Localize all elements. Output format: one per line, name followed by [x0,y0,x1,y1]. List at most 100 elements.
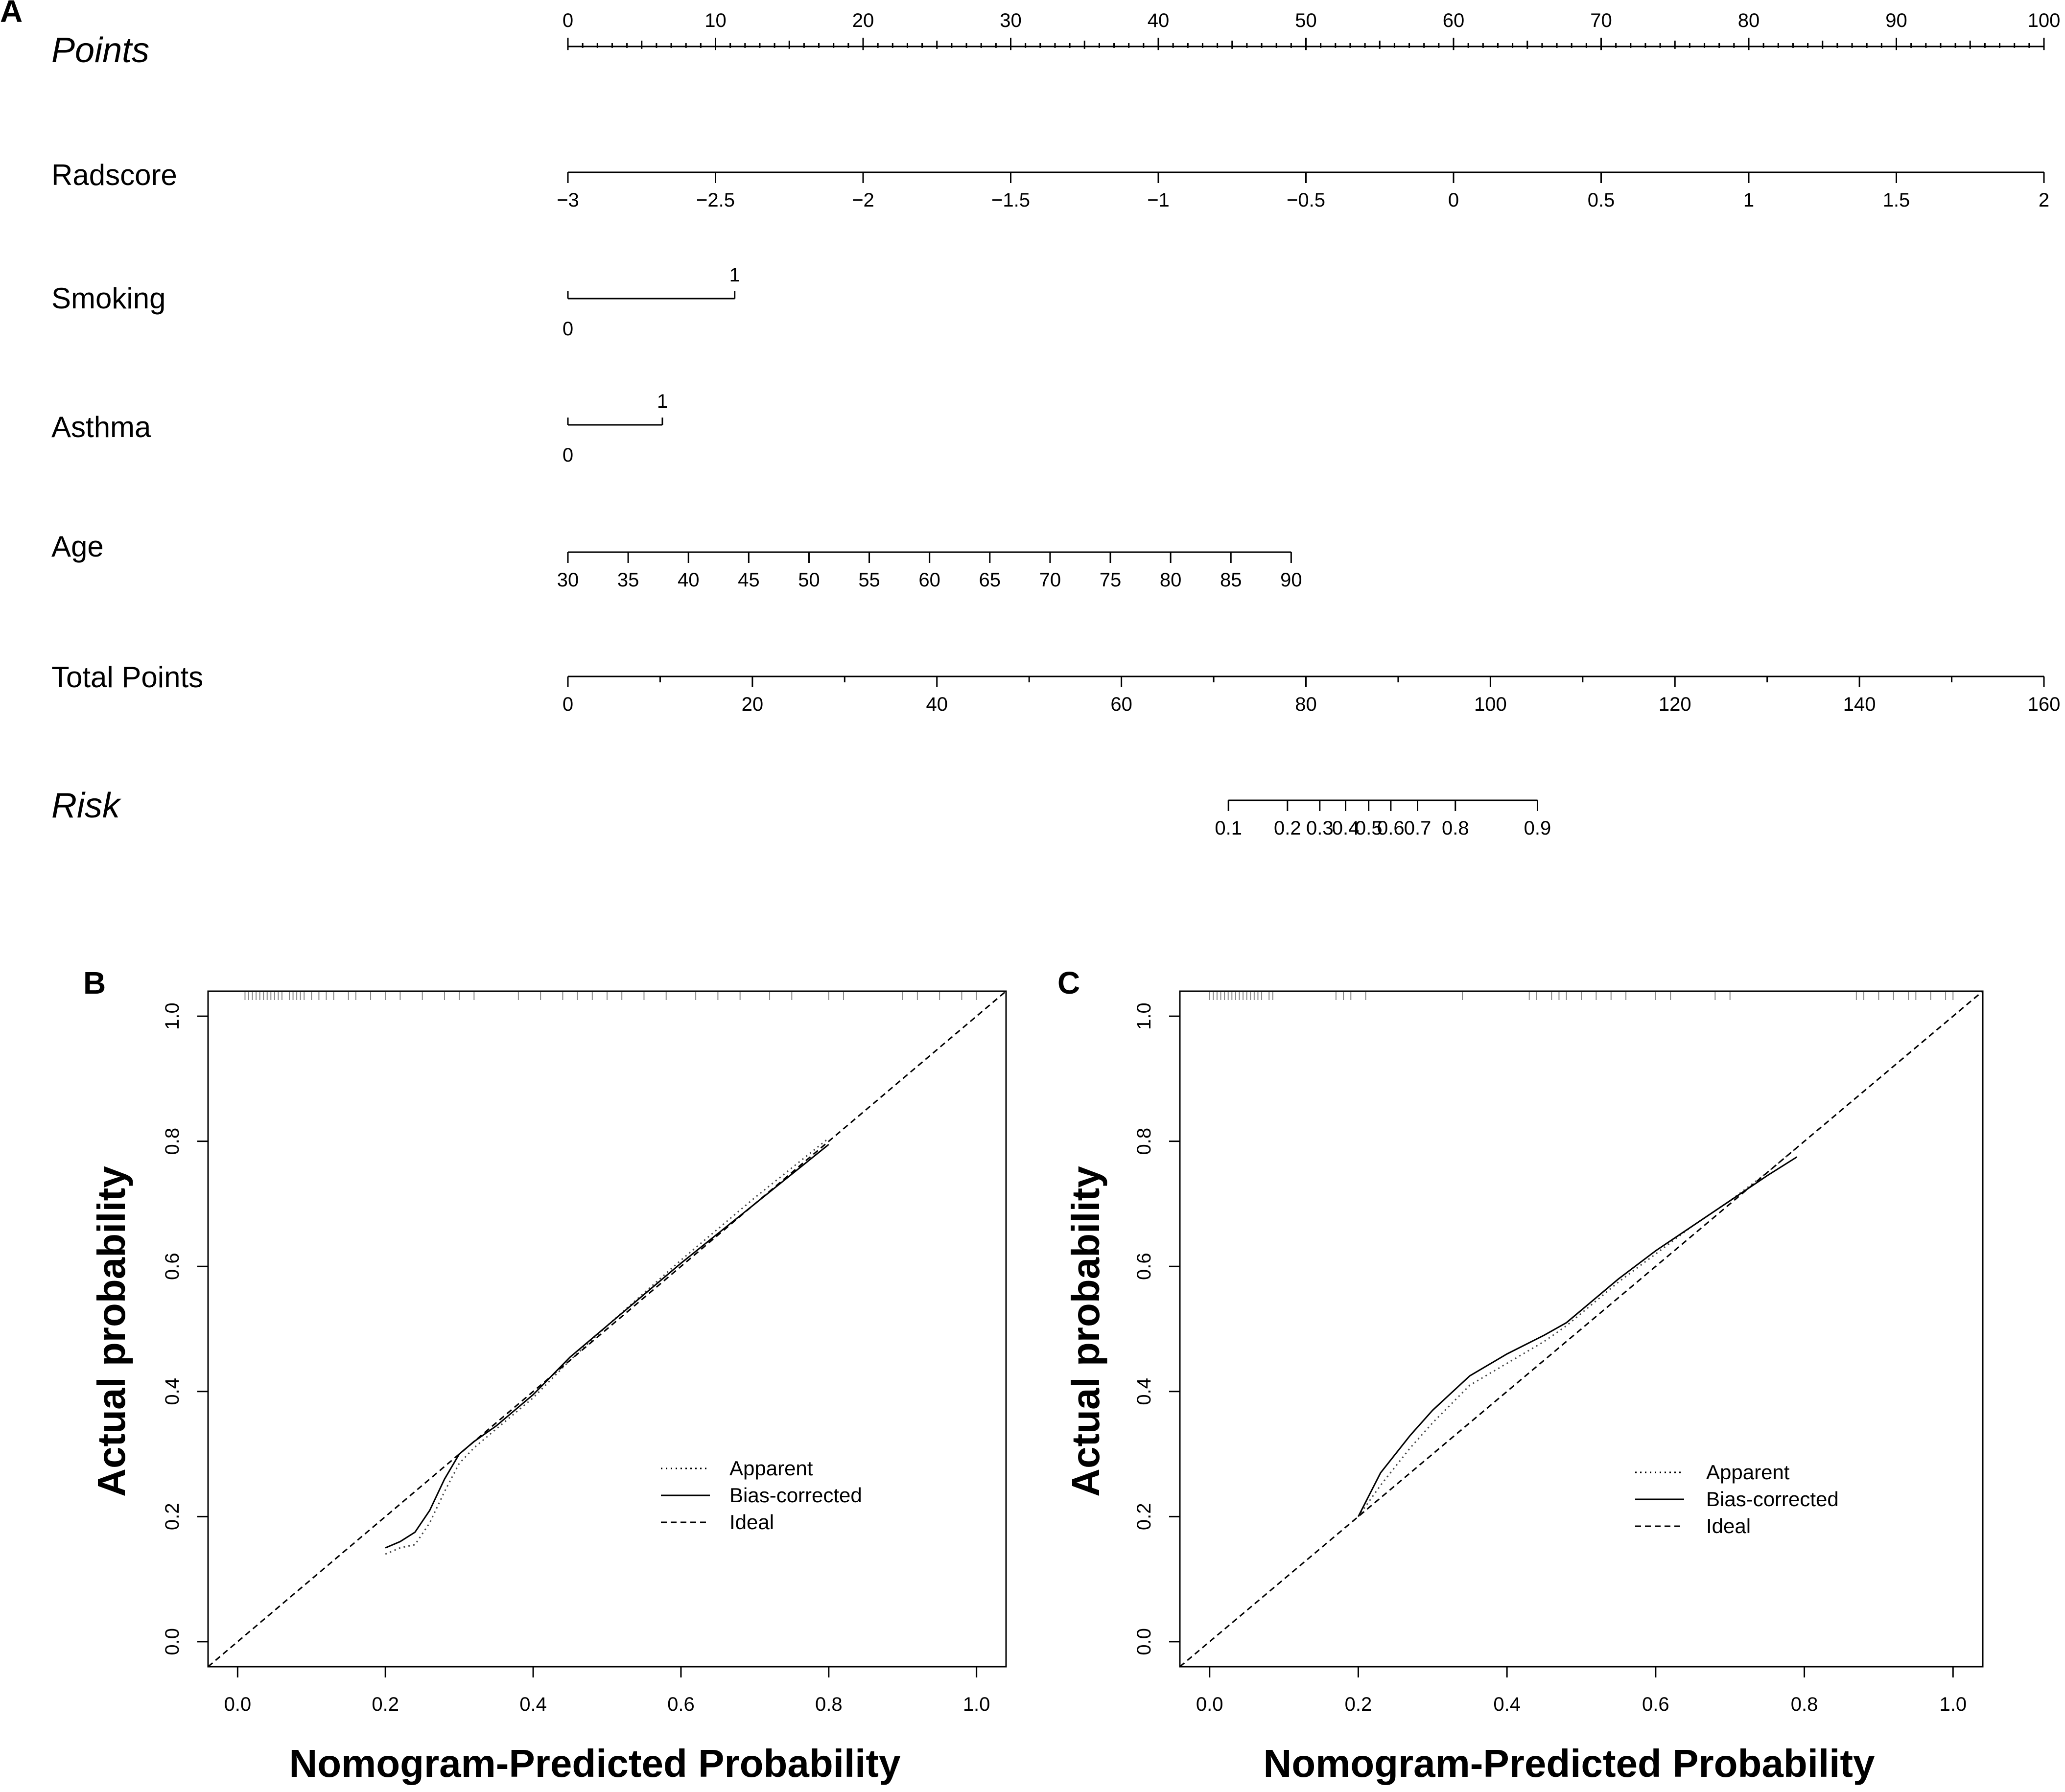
points-tick-label: 10 [704,10,727,31]
points-tick-label: 50 [1295,10,1317,31]
radscore-tick-label: −2 [852,189,874,211]
asthma-level-1-label: 1 [657,391,668,412]
plot-c-frame [1179,990,1984,1668]
plot-c-x-tick-label: 0.2 [1345,1694,1372,1715]
plot-b-x-tick-label: 0.8 [815,1694,843,1715]
plot-b-xlabel: Nomogram-Predicted Probability [289,1742,901,1785]
radscore-tick-label: 1 [1743,189,1754,211]
plot-c-y-tick-label: 0.0 [1133,1628,1155,1655]
plot-c-series-bias-corrected [1358,1156,1798,1517]
radscore-tick-label: −2.5 [696,189,735,211]
plot-b-x-tick-label: 0.2 [372,1694,399,1715]
nomogram-label-smoking: Smoking [51,282,165,315]
plot-c-y-tick-label: 0.2 [1133,1503,1155,1531]
age-tick-label: 35 [617,569,639,591]
plot-b-y-tick-label: 0.0 [162,1628,183,1655]
points-tick-label: 90 [1885,10,1907,31]
legend-c-apparent: Apparent [1706,1461,1790,1484]
points-tick-label: 40 [1148,10,1170,31]
plot-b-x-tick-label: 1.0 [963,1694,990,1715]
plot-c-y-tick-label: 1.0 [1133,1002,1155,1030]
risk-tick-label: 0.7 [1404,817,1431,839]
nomogram-label-age: Age [51,530,104,563]
nomogram: 0 10 20 30 40 50 60 70 80 90 100−3 −2.5 −2 −1.5 −1 −0.5… [557,10,2060,839]
nomogram-label-points: Points [51,31,149,70]
plot-b-y-tick-label: 0.8 [162,1128,183,1155]
age-tick-label: 75 [1100,569,1122,591]
age-tick-label: 40 [678,569,700,591]
nomogram-label-radscore: Radscore [51,159,177,191]
risk-tick-label: 0.8 [1442,817,1469,839]
radscore-tick-label: 0.5 [1588,189,1615,211]
age-tick-label: 80 [1160,569,1182,591]
legend-b-bias-corrected: Bias-corrected [729,1484,862,1507]
total-points-tick-label: 60 [1110,694,1132,715]
age-tick-label: 30 [557,569,579,591]
total-points-tick-label: 80 [1295,694,1317,715]
plot-c-legend: Apparent Bias-corrected Ideal [1635,1461,1839,1537]
radscore-tick-label: 0 [1448,189,1459,211]
radscore-tick-label: −3 [557,189,579,211]
plot-b-y-tick-label: 0.6 [162,1253,183,1280]
plot-b-series-ideal [208,990,1007,1668]
panel-b-letter: B [83,965,106,1001]
radscore-tick-label: 2 [2039,189,2049,211]
smoking-level-0-label: 0 [563,318,573,340]
plot-c-x-tick-label: 0.8 [1791,1694,1818,1715]
legend-c-ideal: Ideal [1706,1514,1751,1537]
plot-c-y-tick-label: 0.8 [1133,1128,1155,1155]
points-tick-label: 70 [1590,10,1612,31]
points-tick-label: 20 [852,10,874,31]
age-tick-label: 55 [858,569,880,591]
plot-b-y-tick-label: 1.0 [162,1002,183,1030]
age-tick-label: 45 [738,569,760,591]
plot-c-ylabel: Actual probability [1064,1166,1107,1497]
calibration-plot-c: Nomogram-Predicted Probability Actual pr… [1064,990,1984,1785]
points-tick-label: 80 [1738,10,1760,31]
panel-a-letter: A [0,0,23,29]
plot-c-x-tick-label: 0.6 [1642,1694,1669,1715]
risk-tick-label: 0.4 [1332,817,1360,839]
plot-b-frame [207,990,1007,1668]
smoking-level-1-label: 1 [729,264,740,286]
risk-tick-label: 0.2 [1274,817,1301,839]
legend-b-ideal: Ideal [729,1511,774,1534]
nomogram-label-asthma: Asthma [51,411,151,443]
age-tick-label: 65 [979,569,1001,591]
risk-tick-label: 0.3 [1306,817,1334,839]
panel-c-letter: C [1057,965,1080,1001]
total-points-tick-label: 100 [1474,694,1507,715]
nomogram-label-total-points: Total Points [51,661,203,694]
legend-c-bias-corrected: Bias-corrected [1706,1488,1839,1511]
age-tick-label: 70 [1039,569,1061,591]
risk-tick-label: 0.1 [1215,817,1242,839]
radscore-tick-label: −1 [1147,189,1170,211]
plot-c-x-tick-label: 0.0 [1196,1694,1223,1715]
risk-tick-label: 0.5 [1355,817,1383,839]
age-tick-label: 60 [918,569,940,591]
plot-c-y-tick-label: 0.6 [1133,1253,1155,1280]
total-points-tick-label: 40 [926,694,948,715]
plot-b-y-tick-label: 0.4 [162,1378,183,1405]
points-tick-label: 60 [1443,10,1465,31]
legend-b-apparent: Apparent [729,1457,813,1480]
plot-c-xlabel: Nomogram-Predicted Probability [1263,1742,1875,1785]
plot-b-y-tick-label: 0.2 [162,1503,183,1531]
calibration-plot-b: Nomogram-Predicted Probability Actual pr… [90,990,1007,1785]
plot-b-series-apparent [385,1138,829,1555]
plot-b-legend: Apparent Bias-corrected Ideal [661,1457,862,1534]
points-tick-label: 100 [2028,10,2061,31]
plot-c-x-tick-label: 1.0 [1939,1694,1967,1715]
risk-tick-label: 0.6 [1377,817,1405,839]
age-tick-label: 50 [798,569,820,591]
risk-tick-label: 0.9 [1524,817,1551,839]
points-tick-label: 0 [563,10,573,31]
points-tick-label: 30 [1000,10,1022,31]
total-points-tick-label: 0 [563,694,573,715]
plot-b-x-tick-label: 0.4 [519,1694,547,1715]
total-points-tick-label: 160 [2028,694,2061,715]
plot-b-ylabel: Actual probability [90,1166,133,1497]
plot-b-x-tick-label: 0.0 [224,1694,252,1715]
